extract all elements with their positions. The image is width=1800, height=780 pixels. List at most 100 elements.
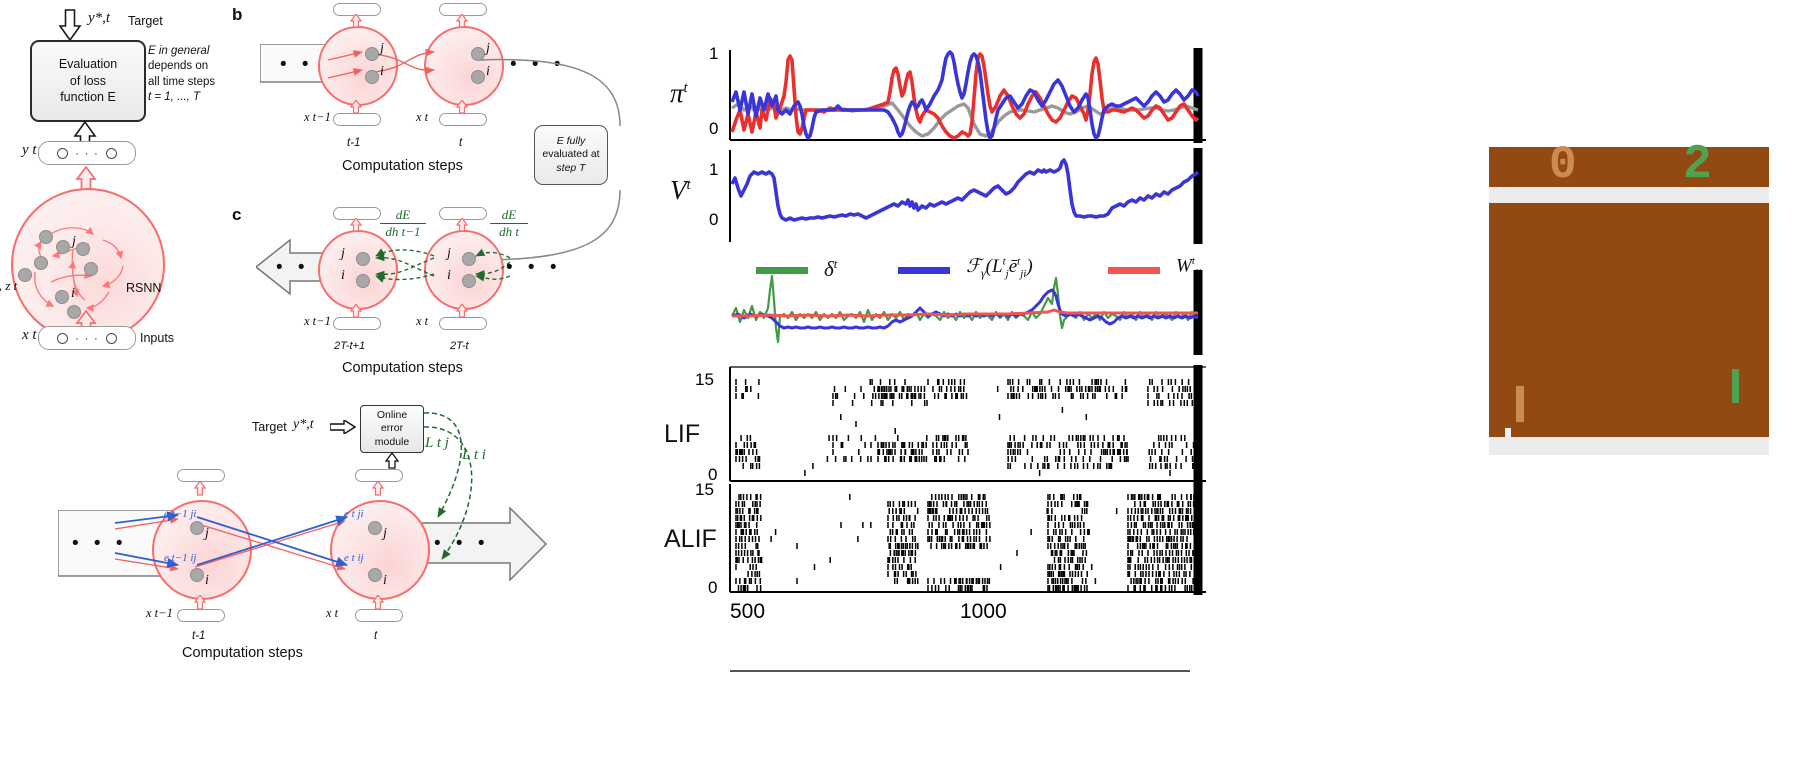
state-symbol: t , z t <box>0 278 18 293</box>
panel-b-label-i-right: i <box>486 64 490 79</box>
panel-b-neuron-j-left <box>365 47 379 61</box>
v-tick-1: 1 <box>709 160 719 179</box>
input-units-bar: · · · <box>38 326 136 350</box>
legend-swatch-weight <box>1108 267 1160 274</box>
rsnn-neuron-i-label: i <box>71 286 75 301</box>
pong-score-right: 2 <box>1683 138 1712 192</box>
pi-tick-1: 1 <box>709 44 719 63</box>
alif-tick-0: 0 <box>708 578 718 597</box>
footer-rule <box>730 670 1190 672</box>
panel-b-step-right: t <box>459 137 463 149</box>
input-symbol: x t <box>22 327 37 343</box>
module-line1: Online <box>376 409 408 422</box>
panel-c-gradient-arrows <box>375 248 511 283</box>
panel-c-input-symbol-left: x t−1 <box>304 314 331 328</box>
panel-d-input-bar-right <box>355 609 403 622</box>
panel-c-circle-left <box>318 230 398 310</box>
panel-b-in-arrow-left-icon <box>350 100 362 114</box>
panel-d-up-arrow-right-icon <box>372 481 384 496</box>
panel-d-input-symbol-right: x t <box>326 606 339 620</box>
lif-axis-label: LIF <box>664 420 700 449</box>
alif-tick-15: 15 <box>695 480 714 499</box>
panel-d-e-ij-prev: e t−1 ij <box>164 552 197 564</box>
panel-d-label-j-left: j <box>205 526 209 541</box>
panel-b-caption: Computation steps <box>342 158 463 174</box>
panel-d-label-j-right: j <box>383 526 387 541</box>
target-arrow-icon <box>58 9 82 42</box>
panel-d: Target y*,t Online error module L t j L … <box>30 395 550 665</box>
pi-tick-0: 0 <box>709 119 719 138</box>
loss-box-line1: Evaluation <box>58 56 118 71</box>
simulation-plots: πt 1 0 Vt 1 0 δt ℱγ(Ltjētji) <box>650 20 1220 630</box>
panel-b: b • • • j i j i • • • <box>228 0 628 180</box>
legend-label-eligibility: ℱγ(Ltjētji) <box>966 255 1033 280</box>
panel-b-label-i-left: i <box>380 64 384 79</box>
panel-c-up-arrow-right-icon <box>456 218 468 232</box>
rsnn-neuron-i <box>55 290 69 304</box>
panel-d-up-arrow-left-icon <box>194 481 206 496</box>
rsnn-neuron <box>39 230 53 244</box>
panel-b-connections <box>327 48 435 79</box>
note-line2: depends on <box>148 60 209 73</box>
panel-c-step-right: 2T-t <box>450 340 469 352</box>
panel-b-neuron-j-right <box>471 47 485 61</box>
rsnn-label: RSNN <box>126 281 162 295</box>
panel-c-label-i-left: i <box>341 268 345 283</box>
panel-c-neuron-i-right <box>462 274 476 288</box>
panel-d-neuron-j-right <box>368 521 382 535</box>
panel-d-target-arrow-icon <box>330 420 356 434</box>
input-unit <box>105 332 117 344</box>
rsnn-neuron <box>34 256 48 270</box>
legend-swatch-delta <box>756 267 808 274</box>
panel-c-neuron-i-left <box>356 274 370 288</box>
panel-d-target-word: Target <box>252 420 287 434</box>
e-fully-evaluated-box: E fully evaluated at step T <box>534 125 608 185</box>
panel-b-input-bar-left <box>333 113 381 126</box>
panel-b-up-arrow-right-icon <box>456 14 468 28</box>
loss-function-box: Evaluation of loss function E <box>30 40 146 122</box>
rsnn-neuron <box>67 305 81 319</box>
target-symbol: y*,t <box>88 10 111 26</box>
panel-bc-connector <box>479 58 621 261</box>
panel-b-label-j-left: j <box>380 41 384 56</box>
panel-b-up-arrow-left-icon <box>350 14 362 28</box>
panel-c-neuron-j-left <box>356 252 370 266</box>
panel-d-learning-signal-arrows <box>423 412 473 560</box>
panel-d-L-j: L t j <box>425 435 449 451</box>
v-axis-label: Vt <box>670 175 691 206</box>
panel-d-right-dots: • • • <box>434 533 490 554</box>
lif-label-text: LIF <box>664 420 701 448</box>
alif-axis-label: ALIF <box>664 525 717 554</box>
panel-d-in-arrow-left-icon <box>194 595 206 610</box>
output-unit <box>57 147 69 159</box>
panel-d-neuron-i-right <box>368 568 382 582</box>
online-error-module-box: Online error module <box>360 405 424 453</box>
panel-c-step-left: 2T-t+1 <box>334 340 366 352</box>
e-box-line2: evaluated at <box>542 148 600 161</box>
panel-d-input-bar-left <box>177 609 225 622</box>
pong-top-field <box>1489 147 1769 187</box>
panel-d-label-i-right: i <box>383 573 387 588</box>
output-ellipsis: · · · <box>75 146 99 160</box>
rsnn-neuron <box>84 262 98 276</box>
pong-play-field <box>1489 203 1769 437</box>
target-label: Target <box>128 14 163 28</box>
panel-d-e-ij-cur: e t ij <box>344 552 364 564</box>
panel-c-in-arrow-left-icon <box>350 304 362 318</box>
panel-c-caption: Computation steps <box>342 360 463 376</box>
panel-d-target-symbol: y*,t <box>293 417 314 432</box>
note-line1: E in general <box>148 45 210 57</box>
panel-b-input-bar-right <box>439 113 487 126</box>
panel-c-input-symbol-right: x t <box>416 314 429 328</box>
panel-b-step-left: t-1 <box>347 137 361 149</box>
inputs-label: Inputs <box>140 331 175 345</box>
panel-d-caption: Computation steps <box>182 645 303 661</box>
alif-raster-plot <box>729 482 1206 595</box>
panel-d-eligibility-arrows <box>114 511 349 572</box>
pi-axis-label: πt <box>670 78 688 109</box>
lif-raster-plot <box>729 365 1206 483</box>
panel-d-input-symbol-left: x t−1 <box>146 606 173 620</box>
panel-c-grad-left-den: dh t−1 <box>385 224 421 239</box>
panel-c-input-bar-right <box>439 317 487 330</box>
x-tick-500: 500 <box>730 600 766 623</box>
